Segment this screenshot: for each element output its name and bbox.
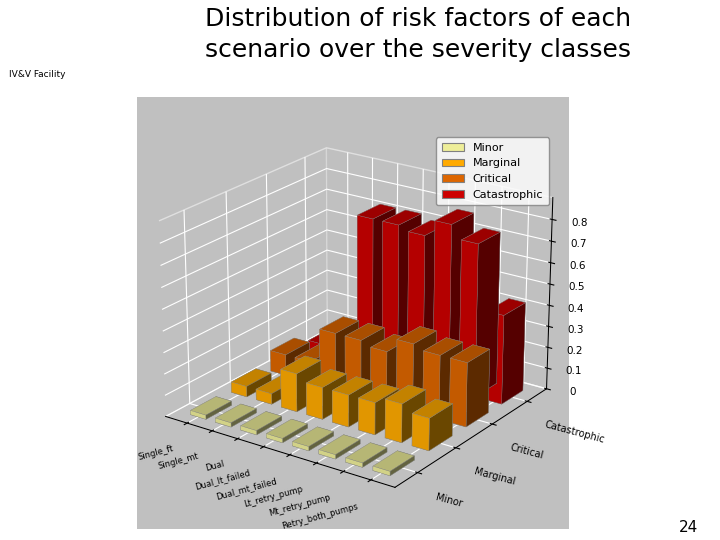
Text: 24: 24 bbox=[679, 519, 698, 535]
Text: IV&V Facility: IV&V Facility bbox=[9, 70, 65, 79]
Text: Distribution of risk factors of each
scenario over the severity classes: Distribution of risk factors of each sce… bbox=[204, 7, 631, 62]
Legend: Minor, Marginal, Critical, Catastrophic: Minor, Marginal, Critical, Catastrophic bbox=[436, 137, 549, 205]
